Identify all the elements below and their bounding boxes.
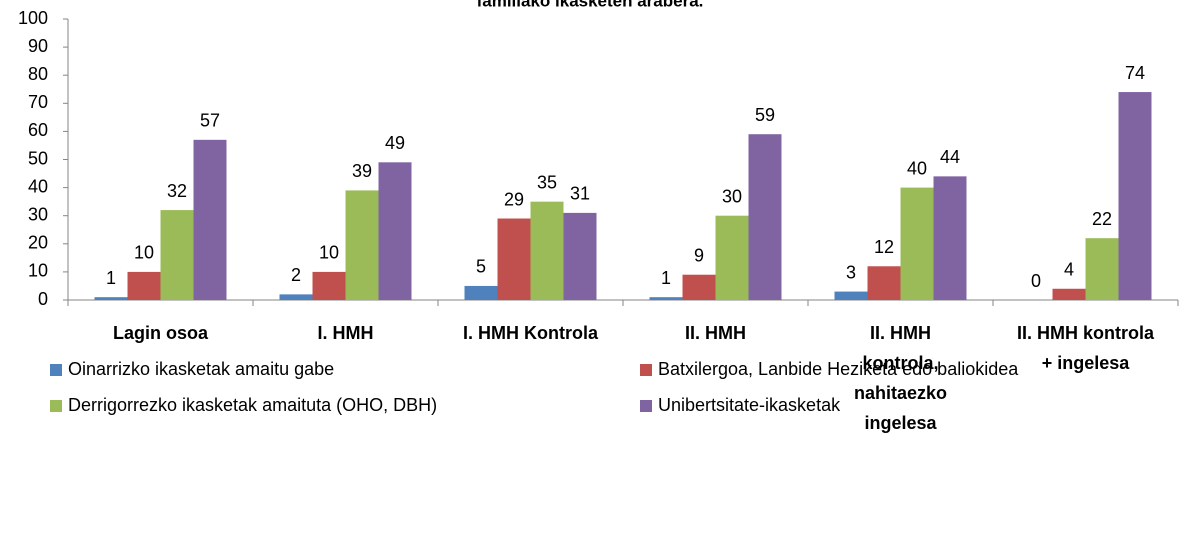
bar	[682, 274, 716, 300]
bar	[160, 210, 194, 300]
data-label: 32	[167, 181, 187, 201]
bar	[748, 134, 782, 300]
data-label: 74	[1125, 63, 1145, 83]
legend-swatch	[50, 400, 62, 412]
bar	[497, 218, 531, 300]
x-tick-label-line: II. HMH kontrola	[1017, 323, 1155, 343]
legend-label: Oinarrizko ikasketak amaitu gabe	[68, 359, 334, 379]
data-label: 12	[874, 237, 894, 257]
x-tick-label-line: II. HMH	[685, 323, 746, 343]
x-tick-label: II. HMH kontrola, nahitaezko ingelesa	[854, 323, 947, 433]
x-tick-label-line: I. HMH	[318, 323, 374, 343]
data-label: 30	[722, 186, 742, 206]
x-tick-label: II. HMH kontrola + ingelesa	[1017, 323, 1155, 373]
bar	[464, 285, 498, 300]
data-label: 0	[1031, 271, 1041, 291]
data-label: 39	[352, 161, 372, 181]
x-tick-label-line: kontrola,	[862, 353, 938, 373]
y-tick-label: 80	[28, 64, 48, 84]
legend-label: Derrigorrezko ikasketak amaituta (OHO, D…	[68, 395, 437, 415]
data-label: 1	[661, 268, 671, 288]
legend-label: Unibertsitate-ikasketak	[658, 395, 841, 415]
bar	[867, 266, 901, 300]
data-label: 59	[755, 105, 775, 125]
x-tick-label: II. HMH	[685, 323, 746, 343]
legend-swatch	[50, 364, 62, 376]
bar	[900, 187, 934, 300]
bar	[345, 190, 379, 300]
x-tick-label: I. HMH	[318, 323, 374, 343]
y-tick-label: 70	[28, 92, 48, 112]
bar	[834, 291, 868, 300]
y-tick-label: 20	[28, 233, 48, 253]
x-tick-label-line: nahitaezko	[854, 383, 947, 403]
bar	[1085, 238, 1119, 300]
legend-swatch	[640, 364, 652, 376]
bar	[1118, 92, 1152, 300]
bar	[94, 297, 128, 300]
data-label: 9	[694, 245, 704, 265]
x-tick-label-line: + ingelesa	[1042, 353, 1131, 373]
bar	[649, 297, 683, 300]
legend-label: Batxilergoa, Lanbide Heziketa edo baliok…	[658, 359, 1019, 379]
bar	[378, 162, 412, 300]
y-tick-label: 40	[28, 176, 48, 196]
y-tick-label: 0	[38, 289, 48, 309]
y-tick-label: 50	[28, 148, 48, 168]
bar	[715, 215, 749, 300]
bar	[312, 271, 346, 300]
x-tick-label: I. HMH Kontrola	[463, 323, 599, 343]
data-label: 5	[476, 257, 486, 277]
x-tick-label-line: ingelesa	[864, 413, 937, 433]
y-tick-label: 100	[18, 8, 48, 28]
data-label: 22	[1092, 209, 1112, 229]
x-tick-label-line: Lagin osoa	[113, 323, 209, 343]
bar	[279, 294, 313, 300]
x-tick-label: Lagin osoa	[113, 323, 209, 343]
bar	[127, 271, 161, 300]
y-tick-label: 60	[28, 120, 48, 140]
data-label: 44	[940, 147, 960, 167]
data-label: 2	[291, 265, 301, 285]
chart-title: familiako ikasketen arabera.	[477, 0, 704, 10]
data-label: 10	[319, 243, 339, 263]
bar	[563, 212, 597, 300]
data-label: 35	[537, 172, 557, 192]
data-label: 3	[846, 262, 856, 282]
y-tick-label: 90	[28, 36, 48, 56]
data-label: 57	[200, 111, 220, 131]
bar	[1052, 288, 1086, 300]
data-label: 4	[1064, 260, 1074, 280]
data-label: 40	[907, 158, 927, 178]
data-label: 31	[570, 184, 590, 204]
x-tick-label-line: I. HMH Kontrola	[463, 323, 599, 343]
data-label: 29	[504, 189, 524, 209]
x-tick-label-line: II. HMH	[870, 323, 931, 343]
bar	[193, 139, 227, 300]
y-tick-label: 10	[28, 261, 48, 281]
data-label: 49	[385, 133, 405, 153]
data-label: 10	[134, 243, 154, 263]
bar	[530, 201, 564, 300]
bar	[933, 176, 967, 300]
legend-swatch	[640, 400, 652, 412]
y-tick-label: 30	[28, 204, 48, 224]
data-label: 1	[106, 268, 116, 288]
